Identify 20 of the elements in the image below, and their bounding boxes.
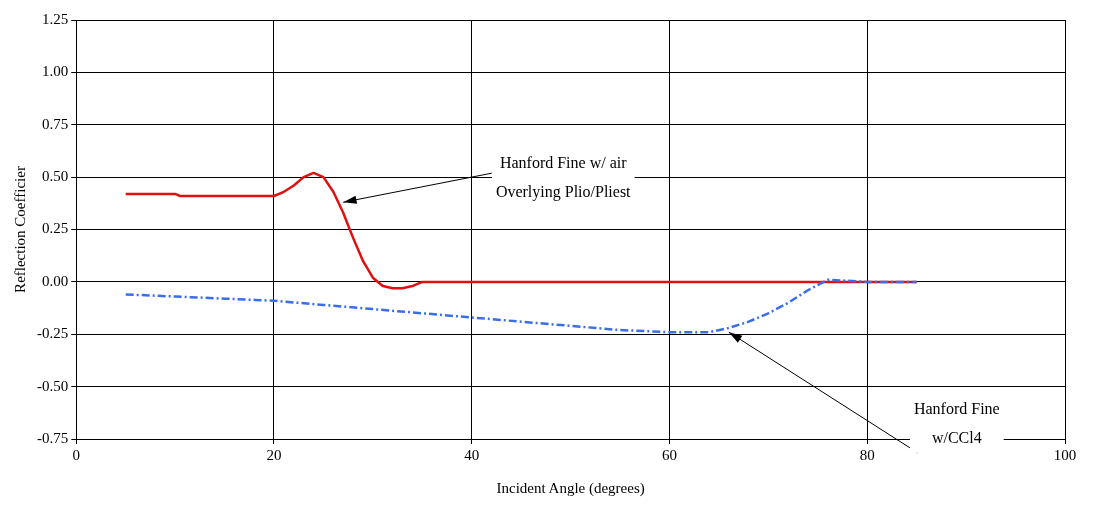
y-tick-label: -0.75 xyxy=(37,429,69,446)
x-axis-title: Incident Angle (degrees) xyxy=(496,479,645,497)
y-tick-label: 0.25 xyxy=(42,220,69,237)
annotation: Hanford Fine w/ air Overlying Plio/Pliest xyxy=(495,154,632,202)
x-tick-label: 60 xyxy=(662,446,677,463)
y-axis-title: Reflection Coefficier xyxy=(11,166,28,293)
x-tick-label: 40 xyxy=(464,446,480,463)
x-tick-label: 100 xyxy=(1053,446,1077,463)
y-tick-label: 1.00 xyxy=(42,63,69,80)
y-tick-label: 0.50 xyxy=(42,168,69,185)
y-tick-label: -0.25 xyxy=(37,325,69,342)
y-tick-label: -0.50 xyxy=(37,377,69,394)
x-tick-label: 80 xyxy=(859,446,875,463)
annotation: Hanford Fine w/CCl4 xyxy=(913,400,1000,447)
line-series xyxy=(124,278,918,334)
y-tick-label: 1.25 xyxy=(42,10,69,27)
y-tick-label: 0.00 xyxy=(42,272,69,289)
x-tick-label: 0 xyxy=(72,446,80,463)
y-tick-label: 0.75 xyxy=(42,115,69,132)
x-tick-label: 20 xyxy=(266,446,282,463)
